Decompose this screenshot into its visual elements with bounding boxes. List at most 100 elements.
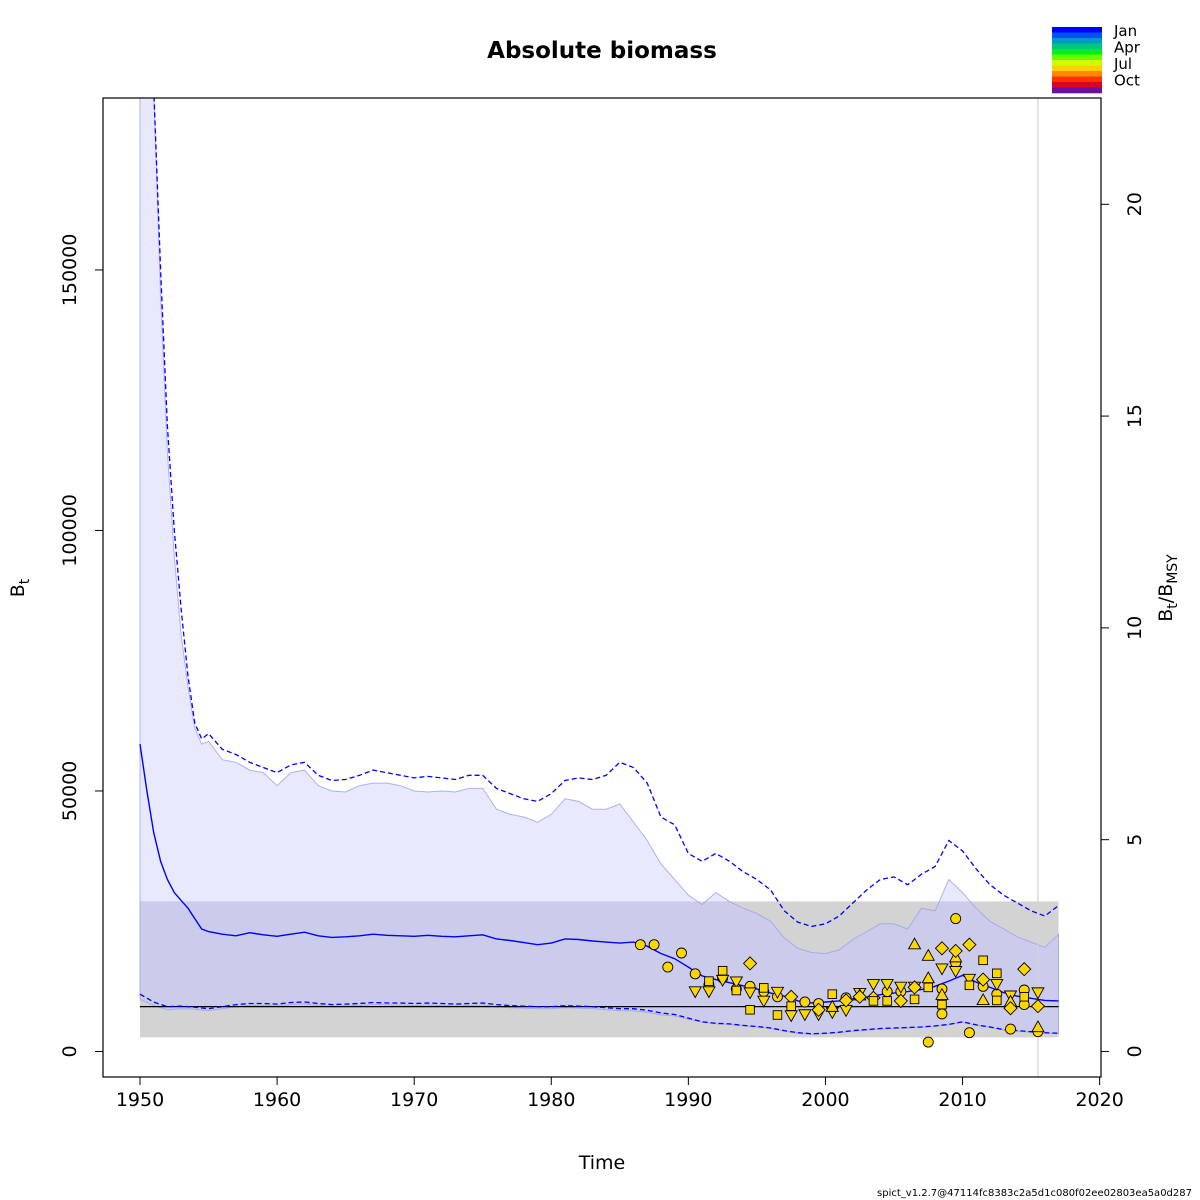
month-color-swatch [1052,82,1102,88]
y2-tick-label: 5 [1124,834,1146,846]
obs-point-triangle-down [962,973,977,986]
month-label: Apr [1114,39,1141,57]
obs-point-diamond [811,1002,826,1017]
y-axis-label-sub: t [17,578,33,584]
obs-point-square [786,1001,796,1011]
axes: 1950 1960 1970 1980 1990 2000 2010 202005000010… [59,192,1146,1111]
right-axis-label-part: /B [1155,584,1177,603]
month-color-swatch [1052,65,1102,72]
month-color-swatch [1052,54,1102,61]
obs-point-square [992,995,1002,1006]
y2-tick-label: 15 [1124,404,1146,428]
biomass-estimate-line [139,743,1059,1004]
obs-point-diamond [893,993,908,1009]
y-tick-label: 150000 [59,234,81,307]
obs-point-diamond [1003,1001,1018,1016]
right-axis-label: Bt/BMSY [1155,554,1181,622]
ci-upper-line [153,98,1059,928]
obs-point-triangle-up [907,937,922,950]
month-label: Oct [1114,72,1140,90]
obs-point-triangle-down [935,963,949,976]
month-color-swatch [1052,49,1102,55]
obs-point-square [717,965,728,976]
obs-point-triangle-down [990,979,1004,992]
obs-point-diamond [948,943,963,959]
obs-point-square [759,983,769,993]
obs-point-square [978,955,988,966]
month-color-swatch [1052,38,1102,44]
obs-point-diamond [1030,999,1046,1014]
obs-point-circle [662,961,674,973]
obs-point-triangle-down [948,966,963,979]
chart-line-layer [139,98,1059,1077]
chart-title: Absolute biomass [487,38,717,64]
obs-point-triangle-down [743,987,757,1000]
obs-point-circle [689,968,701,980]
x-tick-label: 2020 [1075,1089,1123,1111]
obs-point-triangle-down [702,986,716,999]
footer-version: spict_v1.2.7@47114fc8383c2a5d1c080f02ee0… [877,1188,1192,1199]
month-label: Jul [1113,55,1132,73]
obs-point-circle [676,947,687,959]
obs-point-diamond [1017,962,1032,977]
obs-point-square [923,982,934,993]
x-tick-label: 1990 [664,1089,712,1111]
month-color-swatch [1052,43,1102,50]
obs-point-square [731,985,742,996]
chart-fill-layer [139,98,1059,1038]
obs-point-square [937,999,947,1010]
x-tick-label: 2010 [938,1089,986,1111]
obs-point-circle [936,1008,948,1020]
obs-point-triangle-up [825,999,840,1012]
obs-point-circle [950,913,962,925]
obs-point-triangle-down [688,986,702,999]
y2-tick-label: 0 [1124,1045,1146,1057]
y-tick-label: 100000 [59,494,81,567]
obs-point-diamond [742,956,758,971]
obs-point-diamond [934,941,950,956]
month-color-swatch [1052,60,1102,66]
obs-point-triangle-down [1031,987,1045,1000]
right-axis-label-part: t [1165,603,1181,609]
obs-point-square [772,1010,783,1020]
y-tick-label: 50000 [59,761,81,821]
obs-point-triangle-down [866,979,881,992]
month-color-swatch [1052,27,1102,33]
obs-point-circle [963,1027,975,1039]
obs-point-circle [1005,1023,1016,1035]
x-axis-label: Time [578,1152,626,1174]
right-axis-label-part: B [1155,609,1177,622]
month-color-swatch [1052,76,1102,83]
obs-point-triangle-down [798,1009,812,1022]
obs-point-square [964,980,975,991]
y-axis-label: Bt [7,578,33,597]
x-tick-label: 1980 [527,1089,575,1111]
month-label: Jan [1113,22,1137,40]
obs-point-square [745,1005,755,1015]
obs-point-square [704,976,714,986]
obs-point-triangle-up [1031,1020,1045,1033]
obs-point-square [909,994,920,1005]
y2-tick-label: 10 [1124,616,1146,640]
obs-point-diamond [975,972,991,987]
obs-point-triangle-up [935,987,949,1000]
obs-point-square [827,989,838,999]
obs-point-diamond [962,937,977,952]
month-color-swatch [1052,87,1102,94]
x-tick-label: 1970 [390,1089,438,1111]
obs-point-triangle-down [894,981,908,994]
obs-point-triangle-up [976,992,990,1006]
obs-point-square [868,996,879,1006]
right-axis-label-part: MSY [1165,554,1181,584]
obs-point-circle [634,939,646,951]
y-axis-label-main: B [7,584,29,597]
obs-point-diamond [838,993,854,1008]
obs-point-circle [648,939,660,951]
obs-point-triangle-down [880,979,894,992]
obs-point-square [992,968,1002,979]
obs-point-diamond [907,980,922,995]
biomass-ci-region [139,98,1059,1035]
month-color-swatch [1052,32,1102,39]
